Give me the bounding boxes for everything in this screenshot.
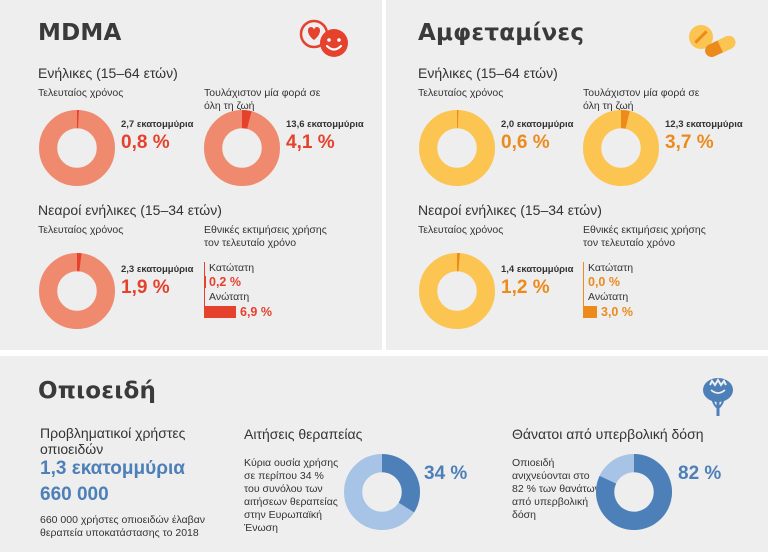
amph-young-last-year-donut-svg xyxy=(419,253,495,329)
amph-adults-lifetime-percent: 3,7 % xyxy=(665,132,714,153)
mdma-range-axis xyxy=(204,262,205,318)
mdma-adults-lifetime-label: Τουλάχιστον μία φορά σε όλη τη ζωή xyxy=(204,87,321,112)
amph-range-low-value: 0,0 % xyxy=(588,275,620,289)
amph-adults-last-year-donut xyxy=(419,110,495,186)
deaths-donut-slice xyxy=(596,454,672,530)
mdma-range-low-value: 0,2 % xyxy=(209,275,241,289)
treated-users-note: 660 000 χρήστες οπιοειδών έλαβαν θεραπεί… xyxy=(40,514,206,539)
mdma-young-last-year-donut-svg xyxy=(39,253,115,329)
mdma-adults-lifetime-donut-slice xyxy=(242,110,252,129)
treatment-donut xyxy=(344,454,420,530)
pill-icon xyxy=(689,25,736,57)
smiley-hearts-icon xyxy=(299,19,348,57)
mdma-range-high-label: Ανώτατη xyxy=(209,291,250,303)
amph-adults-heading: Ενήλικες (15–64 ετών) xyxy=(418,65,558,81)
amph-young-last-year-label: Τελευταίος χρόνος xyxy=(418,224,504,236)
mdma-young-last-year-label: Τελευταίος χρόνος xyxy=(38,224,124,236)
amph-range-high-bar xyxy=(583,306,597,318)
deaths-percent: 82 % xyxy=(678,463,722,484)
treatment-text: Κύρια ουσία χρήσης σε περίπου 34 % του σ… xyxy=(244,457,339,534)
mdma-title: MDMA xyxy=(38,20,122,46)
treated-users-value: 660 000 xyxy=(40,484,109,505)
mdma-adults-lifetime-millions: 13,6 εκατομμύρια xyxy=(286,119,364,130)
mdma-range-high-value: 6,9 % xyxy=(240,305,272,319)
amph-adults-last-year-percent: 0,6 % xyxy=(501,132,550,153)
deaths-donut xyxy=(596,454,672,530)
problem-users-value: 1,3 εκατομμύρια xyxy=(40,458,185,479)
mdma-young-heading: Νεαροί ενήλικες (15–34 ετών) xyxy=(38,202,222,218)
mdma-young-last-year-donut-slice xyxy=(77,253,82,272)
mdma-range-low-label: Κατώτατη xyxy=(209,262,255,274)
mdma-adults-last-year-label: Τελευταίος χρόνος xyxy=(38,87,124,99)
mdma-adults-last-year-millions: 2,7 εκατομμύρια xyxy=(121,119,194,130)
mdma-adults-lifetime-percent: 4,1 % xyxy=(286,132,335,153)
mdma-range-low-bar xyxy=(204,276,206,288)
amph-adults-last-year-donut-slice xyxy=(457,110,459,129)
treatment-donut-slice xyxy=(382,454,420,513)
mdma-adults-lifetime-donut-svg xyxy=(204,110,280,186)
amph-range-axis xyxy=(583,262,584,318)
poppy-icon xyxy=(703,378,733,416)
mdma-panel: MDMA Ενήλικες (15–64 ετών) Τελευταίος χρ… xyxy=(0,0,382,350)
amph-adults-last-year-label: Τελευταίος χρόνος xyxy=(418,87,504,99)
amph-young-last-year-donut xyxy=(419,253,495,329)
amph-national-label: Εθνικές εκτιμήσεις χρήσης τον τελευταίο … xyxy=(583,224,706,249)
problem-users-label: Προβληματικοί χρήστες οπιοειδών xyxy=(40,425,186,457)
mdma-range-high-bar xyxy=(204,306,236,318)
amph-adults-last-year-millions: 2,0 εκατομμύρια xyxy=(501,119,574,130)
opioids-title: Οπιοειδή xyxy=(38,378,157,404)
mdma-young-last-year-millions: 2,3 εκατομμύρια xyxy=(121,264,194,275)
amph-range-low-label: Κατώτατη xyxy=(588,262,634,274)
treatment-percent: 34 % xyxy=(424,463,468,484)
treatment-heading: Αιτήσεις θεραπείας xyxy=(244,426,363,442)
amph-adults-lifetime-millions: 12,3 εκατομμύρια xyxy=(665,119,743,130)
amph-adults-lifetime-label: Τουλάχιστον μία φορά σε όλη τη ζωή xyxy=(583,87,700,112)
mdma-adults-lifetime-donut xyxy=(204,110,280,186)
mdma-national-label: Εθνικές εκτιμήσεις χρήσης τον τελευταίο … xyxy=(204,224,327,249)
amph-adults-lifetime-donut-svg xyxy=(583,110,659,186)
opioids-panel: Οπιοειδή Προβληματικοί χρήστες οπιοειδών… xyxy=(0,356,768,552)
amph-range-high-label: Ανώτατη xyxy=(588,291,629,303)
amph-young-heading: Νεαροί ενήλικες (15–34 ετών) xyxy=(418,202,602,218)
amph-young-last-year-millions: 1,4 εκατομμύρια xyxy=(501,264,574,275)
amph-young-last-year-percent: 1,2 % xyxy=(501,277,550,298)
amph-adults-lifetime-donut-slice xyxy=(621,110,630,129)
amph-young-last-year-donut-slice xyxy=(457,253,460,272)
mdma-adults-last-year-donut-slice xyxy=(77,110,79,129)
amphetamines-panel: Αμφεταμίνες Ενήλικες (15–64 ετών) Τελευτ… xyxy=(386,0,768,350)
amph-title: Αμφεταμίνες xyxy=(418,20,585,46)
mdma-adults-last-year-donut-svg xyxy=(39,110,115,186)
treatment-donut-svg xyxy=(344,454,420,530)
amph-adults-last-year-donut-svg xyxy=(419,110,495,186)
amph-adults-lifetime-donut xyxy=(583,110,659,186)
mdma-adults-last-year-percent: 0,8 % xyxy=(121,132,170,153)
mdma-young-last-year-donut xyxy=(39,253,115,329)
deaths-text: Οπιοειδή ανιχνεύονται στο 82 % των θανάτ… xyxy=(512,457,600,521)
mdma-young-last-year-percent: 1,9 % xyxy=(121,277,170,298)
amph-range-high-value: 3,0 % xyxy=(601,305,633,319)
deaths-heading: Θάνατοι από υπερβολική δόση xyxy=(512,426,704,442)
mdma-adults-last-year-donut xyxy=(39,110,115,186)
deaths-donut-svg xyxy=(596,454,672,530)
mdma-adults-heading: Ενήλικες (15–64 ετών) xyxy=(38,65,178,81)
